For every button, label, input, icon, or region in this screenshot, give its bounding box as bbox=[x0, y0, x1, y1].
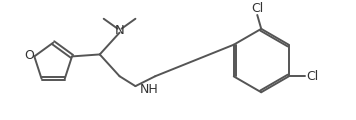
Text: N: N bbox=[115, 24, 125, 37]
Text: NH: NH bbox=[140, 83, 158, 96]
Text: O: O bbox=[25, 49, 34, 62]
Text: Cl: Cl bbox=[306, 70, 319, 83]
Text: Cl: Cl bbox=[251, 2, 263, 15]
